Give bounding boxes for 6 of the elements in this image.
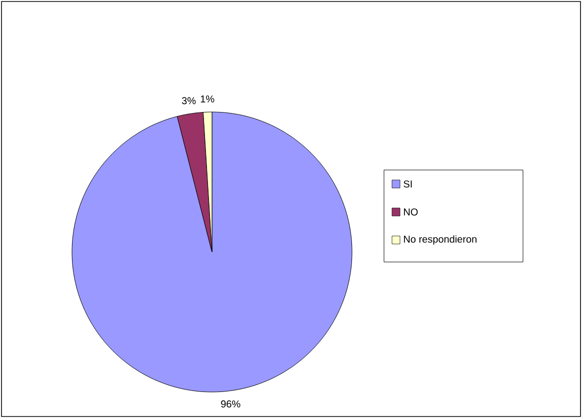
data-label: 3%	[182, 97, 196, 104]
data-label: 1%	[200, 95, 214, 102]
legend-label: NO	[404, 208, 418, 216]
legend-label: No respondieron	[404, 235, 476, 245]
legend-label: SI	[404, 180, 412, 188]
data-label: 96%	[221, 400, 240, 408]
